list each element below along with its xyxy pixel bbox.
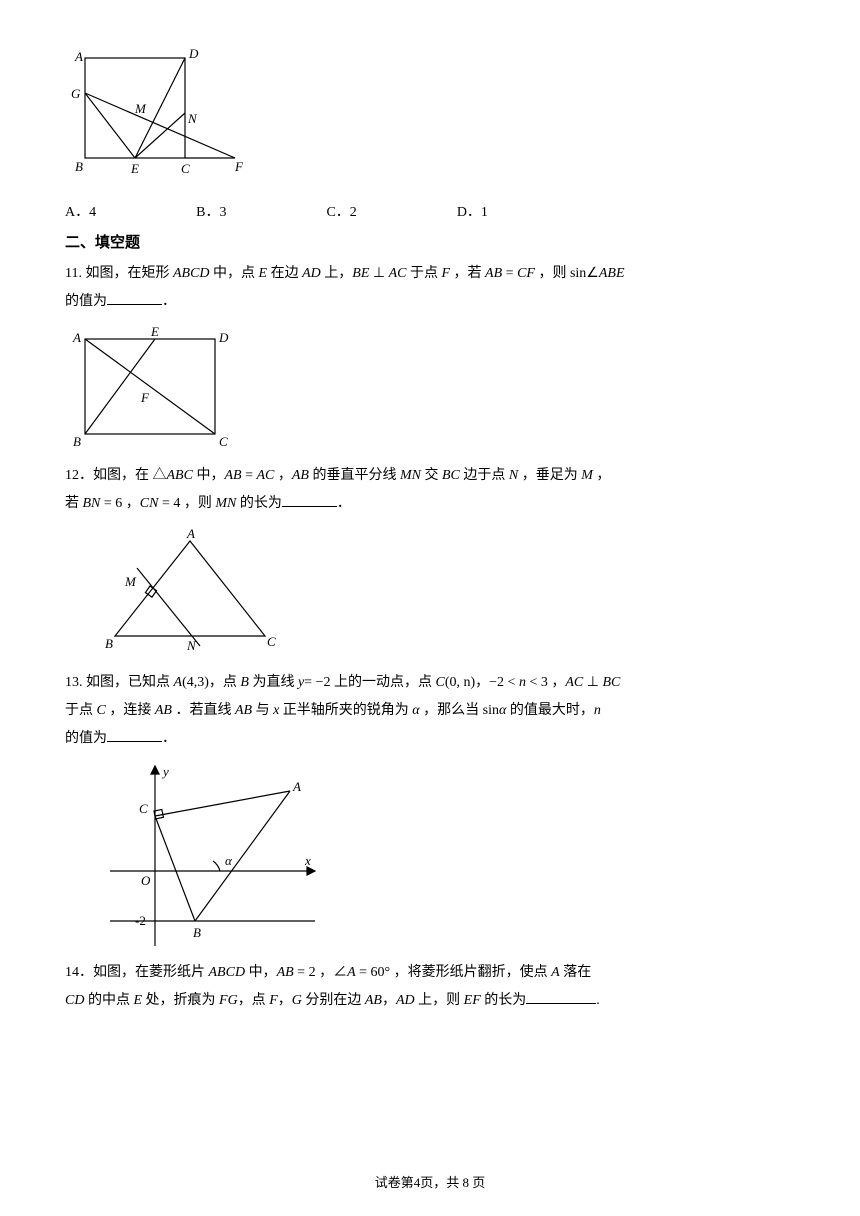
option-B: B．3 — [196, 201, 226, 221]
label-M: M — [134, 101, 147, 116]
svg-text:B: B — [193, 925, 201, 940]
svg-text:B: B — [105, 636, 113, 651]
q11-text: 11. 如图，在矩形 ABCD 中，点 E 在边 AD 上，BE ⊥ AC 于点… — [65, 260, 795, 316]
svg-text:O: O — [141, 873, 151, 888]
svg-text:y: y — [161, 764, 169, 779]
svg-text:C: C — [219, 434, 228, 449]
label-N: N — [187, 111, 198, 126]
q11-blank — [107, 291, 162, 305]
label-B: B — [75, 159, 83, 174]
label-A: A — [74, 49, 83, 64]
label-E: E — [130, 161, 139, 176]
svg-text:D: D — [218, 330, 229, 345]
svg-text:C: C — [139, 801, 148, 816]
q12-figure: A M B N C — [95, 526, 795, 661]
label-F: F — [234, 159, 244, 174]
svg-text:C: C — [267, 634, 276, 649]
svg-text:N: N — [186, 638, 197, 653]
svg-text:α: α — [225, 853, 233, 868]
q11-figure: A E D F B C — [65, 324, 795, 454]
page-footer: 试卷第4页，共 8 页 — [0, 1172, 860, 1191]
q13-figure: y A C x O α -2 B — [105, 761, 795, 951]
svg-text:x: x — [304, 853, 311, 868]
label-D: D — [188, 46, 199, 61]
label-G: G — [71, 86, 81, 101]
svg-text:B: B — [73, 434, 81, 449]
q13-blank — [107, 728, 162, 742]
option-A: A．4 — [65, 201, 96, 221]
svg-text:A: A — [72, 330, 81, 345]
q14-blank — [526, 990, 596, 1004]
q10-figure: A D G M N B E C F — [65, 43, 795, 193]
svg-text:M: M — [124, 574, 137, 589]
q14-text: 14．如图，在菱形纸片 ABCD 中，AB = 2 ，∠A = 60° ，将菱形… — [65, 959, 795, 1015]
q10-options: A．4 B．3 C．2 D．1 — [65, 201, 795, 221]
svg-text:A: A — [186, 526, 195, 541]
section-2-heading: 二、填空题 — [65, 231, 795, 252]
option-C: C．2 — [326, 201, 356, 221]
q13-text: 13. 如图，已知点 A(4,3)，点 B 为直线 y= −2 上的一动点，点 … — [65, 669, 795, 753]
option-D: D．1 — [457, 201, 488, 221]
label-C: C — [181, 161, 190, 176]
q12-text: 12．如图，在 △ABC 中，AB = AC ，AB 的垂直平分线 MN 交 B… — [65, 462, 795, 518]
svg-text:E: E — [150, 324, 159, 339]
q12-blank — [282, 493, 337, 507]
svg-text:-2: -2 — [135, 913, 146, 928]
svg-text:A: A — [292, 779, 301, 794]
svg-text:F: F — [140, 390, 150, 405]
